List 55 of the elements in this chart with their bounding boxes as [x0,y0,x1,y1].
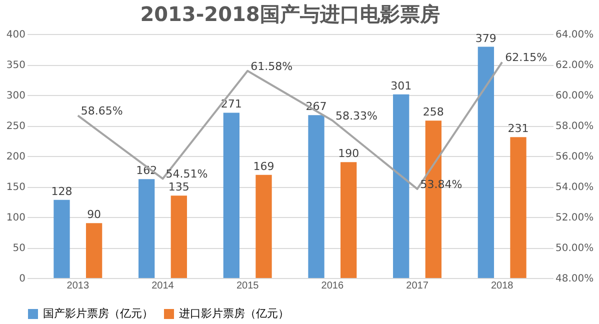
data-label: 128 [51,184,72,198]
y-tick-label: 200 [6,152,26,162]
y2-tick-label: 60.00% [556,90,594,102]
data-label: 58.33% [335,109,378,122]
data-label: 61.58% [250,60,293,73]
data-label: 190 [338,147,360,160]
y-tick-label: 100 [6,212,26,224]
y2-tick-label: 58.00% [556,121,594,132]
y-tick-label: 250 [6,121,26,132]
bar [340,162,357,278]
bar [308,115,324,278]
data-label: 271 [220,98,242,111]
chart-title: 2013-2018国产与进口电影票房 [140,2,440,26]
y-tick-label: 150 [6,182,26,193]
y2-tick-label: 50.00% [556,243,594,254]
data-label: 58.65% [80,104,123,118]
y2-tick-label: 48.00% [556,274,594,284]
bar [54,200,70,278]
y2-tick-label: 64.00% [556,30,594,40]
legend-label: 国产影片票房（亿元） [43,307,153,320]
bar [256,174,272,278]
x-tick-label: 2014 [152,280,174,292]
y2-tick-label: 56.00% [556,152,594,162]
x-tick-label: 2015 [236,280,260,292]
x-tick-label: 2017 [406,280,429,292]
y2-tick-label: 52.00% [556,212,594,224]
data-label: 62.15% [505,51,548,64]
y-tick-label: 400 [6,30,26,40]
bar [393,94,410,278]
y-tick-label: 350 [6,60,26,71]
y-tick-label: 0 [19,274,26,284]
data-label: 231 [508,122,529,136]
data-label: 379 [475,32,496,45]
line-series [76,61,504,190]
x-tick-label: 2013 [66,280,90,292]
data-label: 258 [422,106,444,119]
bar [86,223,102,278]
data-label: 169 [253,160,274,173]
bar [478,46,494,278]
y-tick-label: 50 [12,243,26,254]
y-tick-label: 300 [6,90,26,102]
data-label: 267 [306,100,327,114]
data-label: 54.51% [166,168,208,181]
data-label: 135 [168,180,190,194]
bar [510,137,526,278]
data-label: 301 [390,79,412,92]
x-tick-label: 2016 [321,280,344,292]
bar [170,196,187,278]
data-label: 90 [87,208,102,222]
y2-tick-label: 54.00% [556,182,594,193]
bar [138,179,155,278]
legend-label: 进口影片票房（亿元） [179,307,289,320]
y2-tick-label: 62.00% [556,60,594,71]
x-tick-label: 2018 [490,280,514,292]
bar [223,112,240,278]
